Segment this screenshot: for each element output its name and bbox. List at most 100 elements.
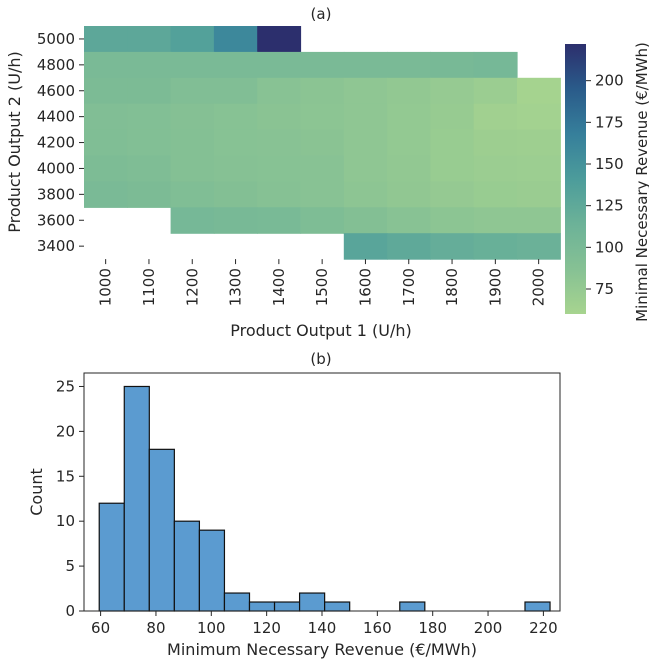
heatmap-cell — [344, 181, 388, 208]
heatmap-cell — [171, 78, 215, 105]
heatmap-cell — [474, 207, 518, 234]
heatmap-cell — [301, 207, 345, 234]
colorbar-tick-label: 125 — [595, 197, 624, 215]
histogram-bars — [99, 386, 550, 611]
histogram-x-label: Minimum Necessary Revenue (€/MWh) — [167, 640, 477, 659]
histogram-y-tick-label: 10 — [56, 512, 75, 530]
heatmap-cell — [84, 156, 128, 183]
heatmap-cell — [171, 181, 215, 208]
heatmap-cell — [517, 156, 561, 183]
heatmap-y-tick-label: 4600 — [37, 82, 75, 100]
histogram-y-ticks: 0 5 10 15 20 25 — [56, 377, 84, 620]
heatmap-x-tick-label: 1700 — [400, 268, 418, 306]
histogram-x-tick-label: 220 — [529, 619, 558, 637]
colorbar-label: Minimal Necessary Revenue (€/MWh) — [633, 42, 649, 322]
histogram-title: (b) — [310, 350, 331, 368]
heatmap-cell — [171, 156, 215, 183]
heatmap-panel: (a) 1000 1100 1200 1300 1400 1500 1600 1700 1800… — [5, 5, 561, 340]
heatmap-cell — [127, 156, 171, 183]
heatmap-cell — [257, 156, 301, 183]
heatmap-cell — [84, 181, 128, 208]
heatmap-cell — [387, 78, 431, 105]
heatmap-x-tick-label: 1100 — [140, 268, 158, 306]
colorbar-tick-label: 200 — [595, 72, 624, 90]
heatmap-x-tick-label: 1900 — [486, 268, 504, 306]
histogram-x-tick-label: 200 — [474, 619, 503, 637]
colorbar-ticks: 75 100 125 150 175 200 — [586, 72, 624, 298]
heatmap-cell — [387, 181, 431, 208]
histogram-bar — [149, 449, 174, 611]
histogram-bar — [224, 593, 249, 611]
heatmap-cell — [171, 52, 215, 79]
heatmap-y-tick-label: 4000 — [37, 159, 75, 177]
heatmap-y-tick-label: 4400 — [37, 108, 75, 126]
heatmap-x-tick-label: 1300 — [227, 268, 245, 306]
heatmap-cell — [517, 104, 561, 131]
histogram-y-tick-label: 5 — [65, 557, 75, 575]
heatmap-cell — [214, 207, 258, 234]
heatmap-cell — [517, 78, 561, 105]
heatmap-cell — [517, 130, 561, 157]
heatmap-cell — [301, 130, 345, 157]
heatmap-cell — [344, 52, 388, 79]
heatmap-cell — [127, 78, 171, 105]
heatmap-cell — [84, 130, 128, 157]
heatmap-x-tick-label: 1800 — [443, 268, 461, 306]
colorbar-tick-label: 100 — [595, 238, 624, 256]
histogram-x-tick-label: 80 — [146, 619, 165, 637]
histogram-bar — [300, 593, 325, 611]
heatmap-cell — [214, 156, 258, 183]
histogram-bar — [325, 602, 350, 611]
heatmap-y-tick-label: 5000 — [37, 30, 75, 48]
histogram-y-tick-label: 0 — [65, 602, 75, 620]
heatmap-cell — [257, 26, 301, 53]
heatmap-x-tick-label: 1400 — [270, 268, 288, 306]
heatmap-cell — [344, 233, 388, 260]
heatmap-cell — [127, 104, 171, 131]
histogram-y-tick-label: 25 — [56, 377, 75, 395]
heatmap-cell — [257, 130, 301, 157]
heatmap-cell — [430, 233, 474, 260]
histogram-x-tick-label: 60 — [91, 619, 110, 637]
histogram-x-tick-label: 120 — [252, 619, 281, 637]
heatmap-cell — [387, 233, 431, 260]
histogram-x-tick-label: 180 — [418, 619, 447, 637]
heatmap-cell — [474, 130, 518, 157]
histogram-y-tick-label: 20 — [56, 422, 75, 440]
heatmap-y-tick-label: 3600 — [37, 211, 75, 229]
heatmap-cell — [387, 130, 431, 157]
histogram-bar — [275, 602, 300, 611]
heatmap-cell — [171, 104, 215, 131]
heatmap-cell — [301, 52, 345, 79]
heatmap-cell — [430, 207, 474, 234]
heatmap-cell — [430, 130, 474, 157]
heatmap-cell — [430, 52, 474, 79]
heatmap-cell — [344, 156, 388, 183]
heatmap-y-label: Product Output 2 (U/h) — [5, 51, 24, 233]
heatmap-cell — [430, 104, 474, 131]
colorbar-gradient — [565, 44, 586, 314]
heatmap-cell — [214, 52, 258, 79]
heatmap-cell — [301, 156, 345, 183]
heatmap-cell — [387, 104, 431, 131]
heatmap-cell — [430, 156, 474, 183]
heatmap-cell — [257, 78, 301, 105]
histogram-x-tick-label: 160 — [363, 619, 392, 637]
histogram-x-tick-label: 140 — [308, 619, 337, 637]
heatmap-cell — [301, 104, 345, 131]
histogram-bar — [525, 602, 550, 611]
heatmap-cell — [517, 233, 561, 260]
heatmap-cell — [517, 181, 561, 208]
heatmap-cell — [214, 130, 258, 157]
heatmap-cell — [257, 181, 301, 208]
heatmap-cell — [474, 233, 518, 260]
heatmap-x-ticks: 1000 1100 1200 1300 1400 1500 1600 1700 1800 1900… — [97, 259, 548, 306]
heatmap-cell — [474, 104, 518, 131]
heatmap-x-tick-label: 1200 — [183, 268, 201, 306]
heatmap-cell — [214, 78, 258, 105]
heatmap-cell — [127, 130, 171, 157]
heatmap-cell — [171, 26, 215, 53]
heatmap-cells — [84, 26, 561, 260]
heatmap-cell — [387, 52, 431, 79]
